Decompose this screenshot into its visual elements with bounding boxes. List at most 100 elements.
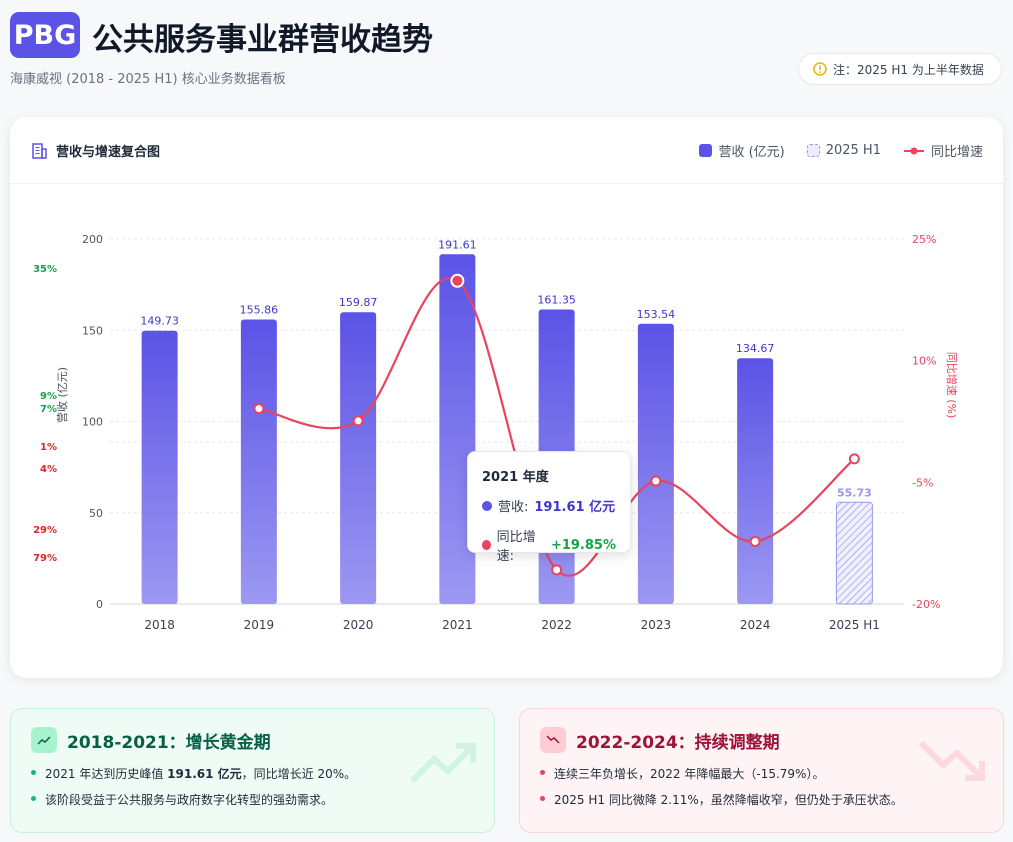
decoration xyxy=(918,740,985,781)
y2-axis-title: 同比增速 (%) xyxy=(945,352,959,419)
card-title: 营收与增速复合图 xyxy=(30,141,160,160)
clipped-label: 79% xyxy=(33,553,57,564)
growth-point xyxy=(450,273,465,288)
bullet: 2021 年达到历史峰值 191.61 亿元，同比增长近 20%。 xyxy=(31,765,474,782)
note: 注：2025 H1 为上半年数据 xyxy=(798,53,1002,85)
tooltip-dot xyxy=(482,540,491,550)
bullet-text: 该阶段受益于公共服务与政府数字化转型的强劲需求。 xyxy=(45,793,334,807)
y2-tick-label: -20% xyxy=(912,598,940,611)
growth-point xyxy=(749,535,761,547)
card-title-text: 2018-2021：增长黄金期 xyxy=(67,732,271,753)
tooltip: 2021 年度 营收: 191.61 亿元 同比增速: +19.85% xyxy=(467,451,631,564)
data-label: 161.35 xyxy=(537,294,576,307)
bullet-text: ，同比增长近 20%。 xyxy=(241,767,357,781)
clipped-label: 9% xyxy=(40,391,57,402)
bullet: 2025 H1 同比微降 2.11%，虽然降幅收窄，但仍处于承压状态。 xyxy=(540,791,983,808)
bar xyxy=(737,358,774,604)
bullet: 连续三年负增长，2022 年降幅最大（-15.79%）。 xyxy=(540,765,983,782)
card-title: 2022-2024：持续调整期 xyxy=(540,727,983,753)
data-label: 159.87 xyxy=(339,296,378,309)
decoration xyxy=(409,743,476,784)
clipped-label: 4% xyxy=(40,464,57,475)
y2-tick-label: 25% xyxy=(912,233,936,246)
y-tick-label: 200 xyxy=(82,233,103,246)
insight-card: 2018-2021：增长黄金期 2021 年达到历史峰值 191.61 亿元，同… xyxy=(10,708,495,833)
x-tick-label: 2022 xyxy=(541,618,572,632)
y2-tick-label: 10% xyxy=(912,355,936,368)
subtitle: 海康威视 (2018 - 2025 H1) 核心业务数据看板 xyxy=(10,72,286,87)
card-icon xyxy=(31,727,57,753)
tooltip-dot xyxy=(482,500,492,511)
data-label: 191.61 xyxy=(438,238,477,251)
growth-point xyxy=(352,415,364,427)
x-tick-label: 2024 xyxy=(740,618,771,632)
bar xyxy=(340,312,377,604)
tooltip-row: 营收: 191.61 亿元 xyxy=(482,496,616,515)
data-label: 134.67 xyxy=(736,342,775,355)
bullet-list: 连续三年负增长，2022 年降幅最大（-15.79%）。 2025 H1 同比微… xyxy=(540,765,983,808)
bullet-text: 2021 年达到历史峰值 xyxy=(45,767,168,781)
card-title-text: 2022-2024：持续调整期 xyxy=(576,732,780,753)
growth-point xyxy=(253,403,265,415)
badge: PBG xyxy=(10,12,80,58)
legend-item[interactable]: 2025 H1 xyxy=(806,141,881,160)
data-label: 55.73 xyxy=(837,486,872,499)
x-tick-label: 2018 xyxy=(144,618,175,632)
x-tick-label: 2023 xyxy=(641,618,672,632)
card-header xyxy=(10,117,1003,184)
y-tick-label: 100 xyxy=(82,416,103,429)
y-tick-label: 150 xyxy=(82,324,103,337)
y2-tick-label: -5% xyxy=(912,476,933,489)
bullet-strong: 191.61 亿元 xyxy=(167,767,242,781)
chart: 0 50 100 150 200 -20% -5% 10% 25% 营收 (亿元) 同比增速 (%)… xyxy=(33,233,959,632)
note-icon xyxy=(813,62,827,76)
tooltip-title: 2021 年度 xyxy=(482,470,549,485)
note-text: 注：2025 H1 为上半年数据 xyxy=(833,62,984,77)
legend-swatch xyxy=(903,147,924,154)
bar xyxy=(240,319,277,604)
card-icon xyxy=(32,142,47,159)
legend: 营收 (亿元) 2025 H1 同比增速 xyxy=(699,141,983,160)
y-axis-title: 营收 (亿元) xyxy=(55,367,69,423)
legend-text: 同比增速 xyxy=(930,145,983,160)
tooltip-label: 同比增速: xyxy=(496,530,536,564)
legend-swatch xyxy=(806,144,820,157)
data-label: 153.54 xyxy=(637,308,676,321)
clipped-label: 1% xyxy=(40,442,57,453)
bar xyxy=(439,254,476,604)
bullet-text: 2025 H1 同比微降 2.11%，虽然降幅收窄，但仍处于承压状态。 xyxy=(554,793,903,807)
y-tick-label: 50 xyxy=(89,507,103,520)
tooltip-value: +19.85% xyxy=(550,537,616,553)
clipped-label: 35% xyxy=(33,264,57,275)
x-tick-label: 2019 xyxy=(244,618,275,632)
tooltip-value: 191.61 亿元 xyxy=(534,500,616,515)
clipped-label: 7% xyxy=(40,404,57,415)
legend-swatch xyxy=(699,144,713,157)
bar xyxy=(835,501,873,605)
tooltip-row: 同比增速: +19.85% xyxy=(482,526,616,564)
legend-text: 2025 H1 xyxy=(825,143,881,158)
legend-item[interactable]: 营收 (亿元) xyxy=(699,141,785,160)
x-tick-label: 2021 xyxy=(442,618,473,632)
bullet: 该阶段受益于公共服务与政府数字化转型的强劲需求。 xyxy=(31,791,474,808)
insight-card: 2022-2024：持续调整期 连续三年负增长，2022 年降幅最大（-15.7… xyxy=(519,708,1004,833)
data-label: 149.73 xyxy=(140,315,179,328)
growth-point xyxy=(650,475,662,487)
legend-item[interactable]: 同比增速 xyxy=(903,141,983,160)
growth-point xyxy=(551,564,563,576)
y-tick-label: 0 xyxy=(96,598,103,611)
card-title: 2018-2021：增长黄金期 xyxy=(31,727,474,753)
growth-point xyxy=(848,453,860,465)
x-tick-label: 2020 xyxy=(343,618,374,632)
card-icon xyxy=(540,727,566,753)
bar xyxy=(637,323,674,604)
bullet-text: 连续三年负增长，2022 年降幅最大（-15.79%）。 xyxy=(554,767,825,781)
legend-text: 营收 (亿元) xyxy=(718,145,785,160)
bar xyxy=(141,330,178,604)
tooltip-label: 营收: xyxy=(498,500,529,515)
clipped-label: 29% xyxy=(33,525,57,536)
card-title-text: 营收与增速复合图 xyxy=(56,145,161,160)
data-label: 155.86 xyxy=(240,304,279,317)
x-tick-label: 2025 H1 xyxy=(829,618,880,632)
